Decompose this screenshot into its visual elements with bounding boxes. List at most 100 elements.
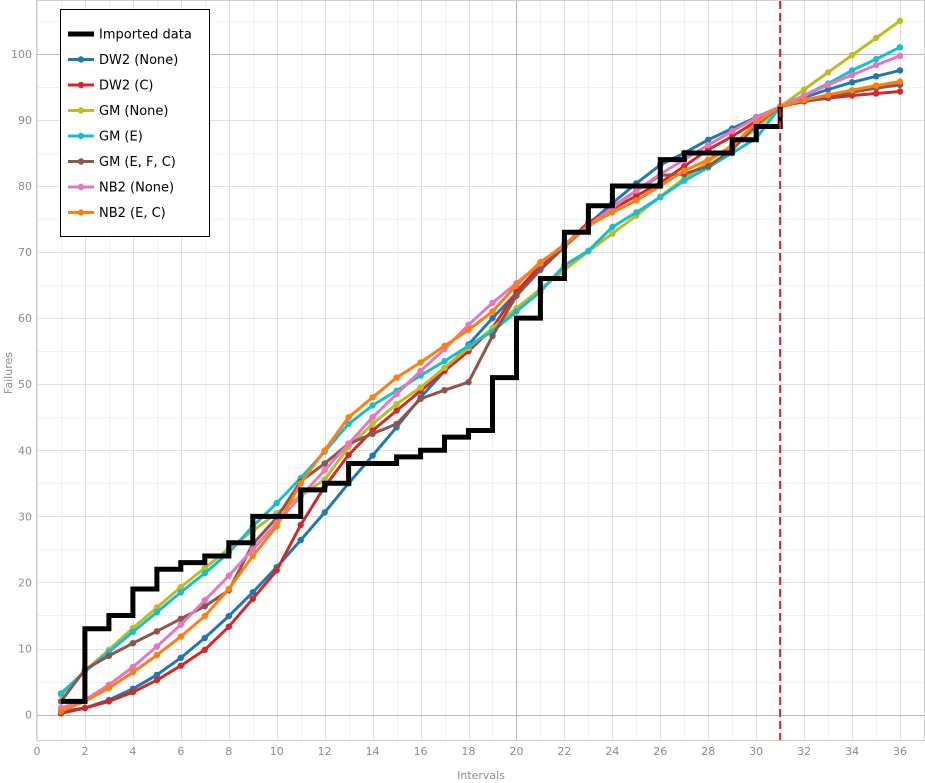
- series-point: [57, 708, 65, 715]
- legend-swatch-point: [77, 132, 85, 140]
- x-axis-ticks: 0 2 4 6 8 10 12 14 16 18 20 22 24 26 28 30 32 34 36: [34, 745, 908, 758]
- x-tick-label: 28: [701, 745, 715, 758]
- x-tick-label: 24: [605, 745, 619, 758]
- series-point: [489, 314, 496, 322]
- y-tick-label: 60: [18, 312, 32, 325]
- legend-label: GM (E, F, C): [99, 155, 176, 170]
- legend-label: GM (None): [99, 104, 168, 119]
- series-point: [417, 367, 424, 375]
- series-point: [201, 612, 208, 620]
- series-point: [800, 96, 808, 104]
- series-point: [201, 634, 208, 642]
- x-tick-label: 36: [893, 745, 907, 758]
- series-layer: [57, 17, 904, 717]
- series-point: [177, 654, 184, 661]
- series-point: [872, 55, 880, 63]
- series-point: [201, 570, 208, 577]
- series-point: [633, 209, 640, 216]
- series-point: [225, 623, 232, 630]
- series-point: [489, 332, 496, 340]
- imported-data-line: [61, 106, 783, 704]
- x-tick-label: 0: [34, 745, 41, 758]
- series-point: [633, 197, 640, 204]
- series-point: [153, 671, 161, 679]
- series-point: [177, 583, 184, 591]
- series-point: [321, 447, 328, 454]
- legend-label: DW2 (None): [99, 53, 178, 68]
- series-point: [824, 86, 832, 93]
- legend-swatch-point: [77, 56, 85, 63]
- series-point: [417, 359, 424, 366]
- series-point: [273, 499, 280, 507]
- series-point: [153, 677, 161, 684]
- series-point: [105, 698, 113, 705]
- series-point: [824, 69, 832, 76]
- series-point: [848, 87, 856, 94]
- series-point: [896, 17, 904, 24]
- y-tick-label: 10: [18, 643, 32, 656]
- series-point: [489, 299, 496, 307]
- series-point: [177, 621, 184, 628]
- y-tick-label: 70: [18, 246, 32, 259]
- series-point: [201, 646, 208, 653]
- x-tick-label: 32: [797, 745, 811, 758]
- legend-label: GM (E): [99, 130, 143, 145]
- series-point: [609, 209, 616, 216]
- series-point: [441, 357, 448, 365]
- series-point: [393, 374, 400, 381]
- series-point: [201, 597, 208, 604]
- x-tick-label: 18: [462, 745, 476, 758]
- series-point: [81, 704, 89, 712]
- series-point: [465, 379, 472, 386]
- x-tick-label: 22: [557, 745, 571, 758]
- series-point: [177, 662, 184, 669]
- legend-label: NB2 (None): [99, 181, 174, 196]
- series-point: [417, 395, 424, 402]
- series-point: [321, 460, 328, 467]
- series-point: [177, 589, 184, 596]
- series-point: [153, 609, 161, 616]
- series-point: [225, 585, 232, 593]
- series-point: [297, 536, 304, 544]
- legend-box: [60, 9, 210, 237]
- series-point: [800, 92, 808, 99]
- series-point: [369, 402, 376, 409]
- x-tick-label: 2: [81, 745, 88, 758]
- series-point: [872, 61, 880, 69]
- series-line: [59, 45, 901, 695]
- series-point: [129, 640, 137, 647]
- series-point: [465, 326, 472, 334]
- series-point: [345, 414, 352, 421]
- series-point: [513, 281, 520, 289]
- legend-label: Imported data: [99, 28, 192, 43]
- series-point: [177, 615, 184, 622]
- x-tick-label: 12: [318, 745, 332, 758]
- x-tick-label: 16: [414, 745, 428, 758]
- series-point: [896, 44, 904, 51]
- series-point: [872, 90, 880, 97]
- series-point: [153, 643, 161, 650]
- x-tick-label: 20: [509, 745, 523, 758]
- series-point: [681, 167, 688, 174]
- series-point: [393, 390, 400, 398]
- series-point: [297, 521, 304, 529]
- series-point: [393, 420, 400, 428]
- legend-swatch-point: [77, 107, 85, 114]
- series-point: [201, 603, 208, 610]
- series-line: [60, 80, 901, 713]
- series-point: [441, 387, 448, 394]
- series-point: [705, 141, 712, 149]
- series-point: [129, 688, 137, 696]
- series-point: [321, 509, 328, 516]
- series-point: [872, 73, 880, 80]
- series-point: [465, 342, 472, 350]
- series-point: [225, 572, 232, 579]
- series-point: [369, 430, 376, 437]
- series-point: [129, 663, 137, 671]
- series-point: [848, 52, 856, 59]
- series-point: [441, 342, 448, 350]
- legend-swatch-point: [77, 158, 85, 165]
- series-point: [537, 258, 544, 266]
- series-point: [369, 414, 376, 421]
- series-point: [441, 364, 448, 371]
